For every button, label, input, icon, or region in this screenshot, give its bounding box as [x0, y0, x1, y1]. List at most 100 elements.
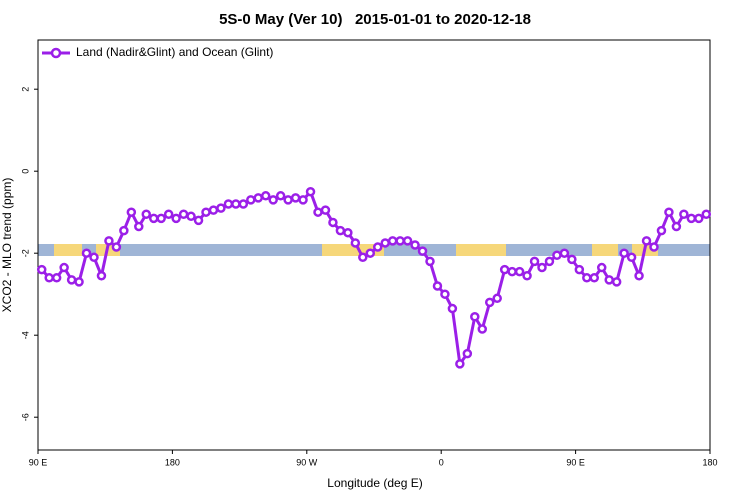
- data-point: [44, 273, 54, 283]
- data-point: [492, 293, 502, 304]
- data-point: [552, 250, 562, 260]
- y-axis-label: XCO2 - MLO trend (ppm): [0, 178, 14, 313]
- data-point: [432, 281, 443, 291]
- data-point: [208, 205, 219, 215]
- data-point: [619, 248, 629, 258]
- data-point: [537, 262, 547, 273]
- data-point: [320, 205, 331, 215]
- data-point: [514, 266, 525, 277]
- data-point: [313, 207, 323, 217]
- data-point: [582, 273, 592, 283]
- chart-title: 5S-0 May (Ver 10) 2015-01-01 to 2020-12-…: [219, 11, 531, 28]
- data-point: [484, 297, 495, 308]
- y-tick-label: -2: [20, 249, 30, 257]
- data-point: [358, 252, 368, 263]
- data-point: [499, 264, 510, 275]
- data-point: [380, 238, 390, 248]
- data-point: [104, 236, 114, 246]
- data-point: [298, 195, 308, 205]
- x-axis-label: Longitude (deg E): [327, 476, 422, 490]
- y-tick-label: -6: [20, 413, 30, 421]
- data-point: [470, 312, 480, 322]
- data-point: [477, 324, 488, 334]
- data-point: [51, 273, 62, 283]
- data-point: [372, 242, 383, 252]
- data-point: [402, 236, 413, 246]
- data-point: [231, 199, 241, 209]
- data-point: [679, 209, 689, 219]
- data-point: [290, 193, 301, 203]
- x-tick-label: 180: [165, 457, 180, 467]
- y-tick-label: 2: [20, 87, 30, 92]
- data-point: [410, 240, 420, 250]
- data-point: [305, 186, 316, 197]
- data-point: [283, 195, 293, 205]
- data-point: [395, 236, 405, 246]
- data-point: [246, 195, 256, 205]
- legend-label: Land (Nadir&Glint) and Ocean (Glint): [76, 45, 273, 59]
- data-point: [664, 207, 674, 217]
- data-point: [335, 225, 346, 236]
- data-point: [89, 252, 99, 263]
- data-point: [425, 256, 435, 267]
- data-point: [171, 213, 181, 224]
- data-point: [447, 303, 458, 314]
- data-point: [387, 236, 398, 246]
- data-point: [156, 213, 166, 224]
- data-point: [440, 289, 450, 299]
- data-point: [350, 238, 361, 248]
- data-point: [193, 215, 204, 226]
- data-point: [507, 266, 517, 277]
- legend-marker: [50, 47, 62, 59]
- data-point: [649, 242, 659, 252]
- data-point: [148, 213, 159, 224]
- data-point: [66, 275, 77, 285]
- data-point: [268, 195, 278, 205]
- data-point: [544, 256, 555, 267]
- data-point: [455, 359, 465, 369]
- data-point: [59, 262, 69, 273]
- data-point: [134, 221, 144, 232]
- x-tick-label: 90 E: [29, 457, 48, 467]
- data-point: [36, 264, 47, 275]
- data-point: [111, 242, 122, 252]
- data-point: [275, 191, 286, 201]
- data-point: [626, 252, 637, 263]
- data-point: [126, 207, 137, 217]
- data-point: [81, 248, 92, 258]
- data-point: [567, 254, 577, 265]
- data-point: [589, 273, 600, 283]
- data-point: [611, 277, 622, 287]
- data-point: [223, 199, 234, 209]
- data-point: [596, 262, 607, 273]
- data-point: [701, 209, 712, 219]
- data-point: [365, 248, 376, 258]
- data-point: [238, 199, 249, 209]
- data-point: [604, 275, 614, 285]
- data-point: [641, 236, 652, 246]
- land-strip: [456, 244, 506, 256]
- data-point: [559, 248, 570, 258]
- data-point: [343, 227, 353, 238]
- data-point: [671, 221, 682, 232]
- land-strip: [54, 244, 82, 256]
- data-point: [634, 271, 644, 281]
- data-point: [328, 217, 338, 228]
- data-point: [529, 256, 540, 267]
- data-point: [694, 213, 704, 224]
- x-tick-label: 180: [702, 457, 717, 467]
- data-point: [417, 246, 428, 256]
- data-point: [522, 271, 532, 281]
- plot-frame: [37, 39, 711, 451]
- data-point: [74, 277, 84, 287]
- data-point: [462, 348, 473, 359]
- y-tick-label: 0: [20, 169, 30, 174]
- data-point: [686, 213, 697, 224]
- x-tick-label: 90 E: [566, 457, 585, 467]
- data-point: [119, 225, 129, 236]
- data-point: [260, 191, 271, 201]
- data-point: [574, 264, 585, 275]
- data-point: [656, 225, 667, 236]
- data-point: [186, 211, 196, 222]
